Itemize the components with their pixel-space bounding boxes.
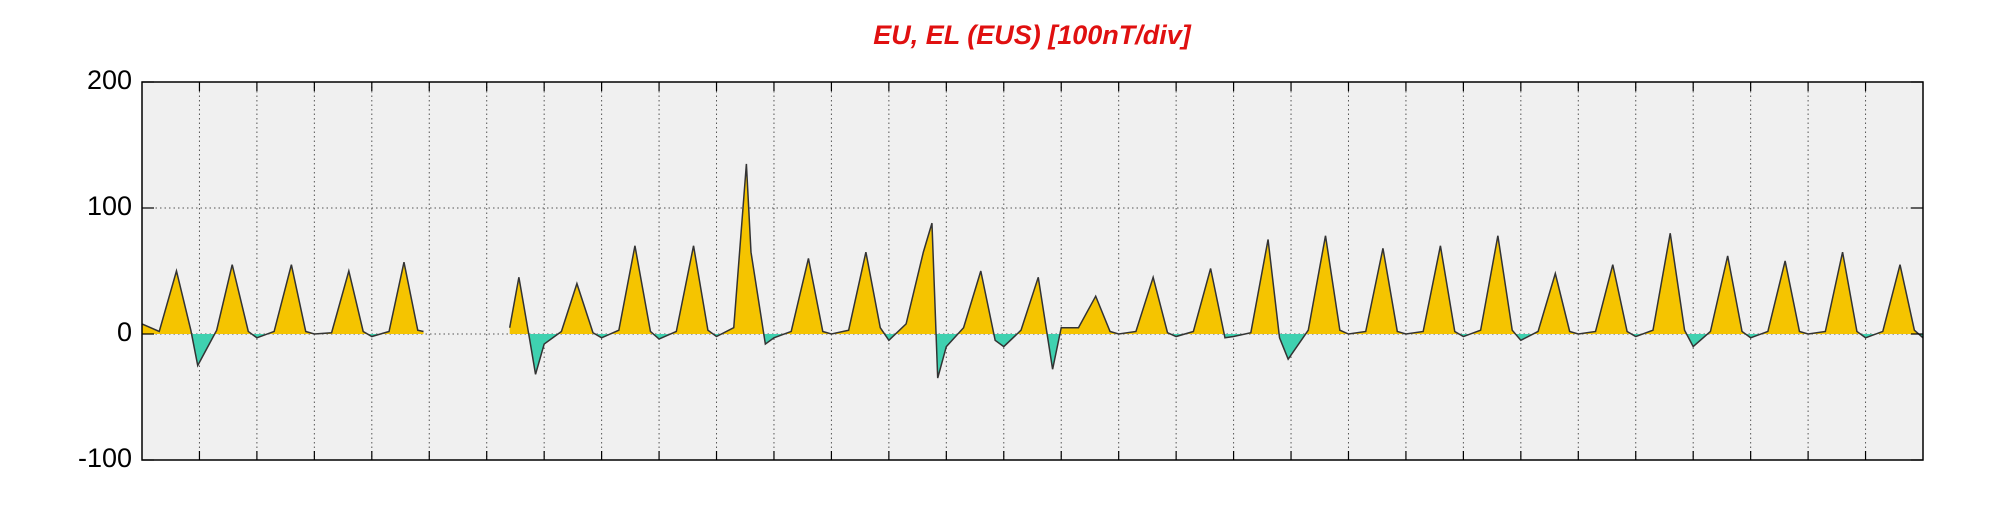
chart-title: EU, EL (EUS) [100nT/div] — [873, 20, 1192, 50]
negative-area — [142, 334, 424, 366]
y-tick-label: 0 — [117, 317, 132, 347]
y-tick-label: 200 — [87, 65, 132, 95]
plot-area — [142, 82, 1923, 460]
data-line — [508, 163, 1924, 379]
plot-frame — [141, 81, 1924, 461]
y-tick-label: -100 — [78, 443, 132, 473]
positive-area — [509, 163, 1923, 334]
marks — [141, 163, 1924, 379]
ticks: -100 0 100 200 — [78, 65, 1923, 473]
y-tick-label: 100 — [87, 191, 132, 221]
data-line — [141, 262, 424, 368]
grid — [142, 81, 1923, 461]
